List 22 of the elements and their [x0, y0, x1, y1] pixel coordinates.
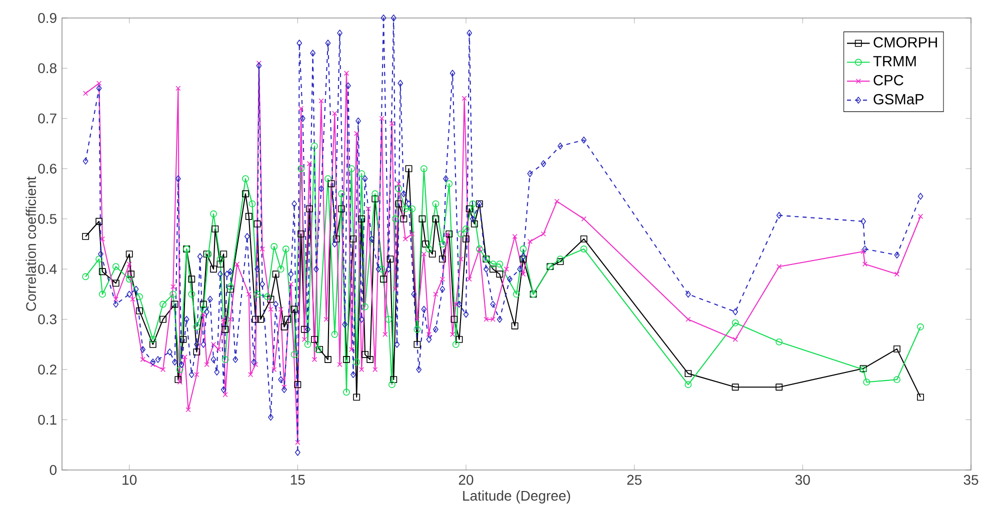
x-axis-title: Latitude (Degree): [463, 490, 570, 504]
legend-label: TRMM: [873, 56, 916, 66]
y-tick-label: 0.5: [38, 214, 56, 224]
y-tick-label: 0: [50, 465, 57, 475]
y-tick-label: 0.1: [38, 414, 56, 425]
legend-label: CMORPH: [874, 37, 937, 48]
y-tick-label: 0.4: [38, 264, 57, 274]
y-tick-label: 0.6: [38, 164, 56, 174]
y-tick-label: 0.2: [38, 364, 56, 375]
y-axis-title: Correlation coefficient: [26, 176, 36, 311]
y-tick-label: 0.8: [38, 63, 56, 74]
y-tick-label: 0.7: [38, 113, 56, 124]
x-tick-label: 15: [290, 474, 305, 485]
x-tick-label: 20: [458, 474, 474, 485]
legend-label: CPC: [874, 75, 904, 86]
legend-label: GSMaP: [874, 94, 924, 104]
x-tick-label: 25: [627, 474, 642, 485]
x-tick-label: 30: [795, 474, 810, 485]
y-tick-label: 0.3: [38, 314, 56, 324]
x-tick-label: 35: [964, 474, 978, 485]
x-tick-label: 10: [122, 474, 137, 485]
y-tick-label: 0.9: [38, 13, 56, 23]
